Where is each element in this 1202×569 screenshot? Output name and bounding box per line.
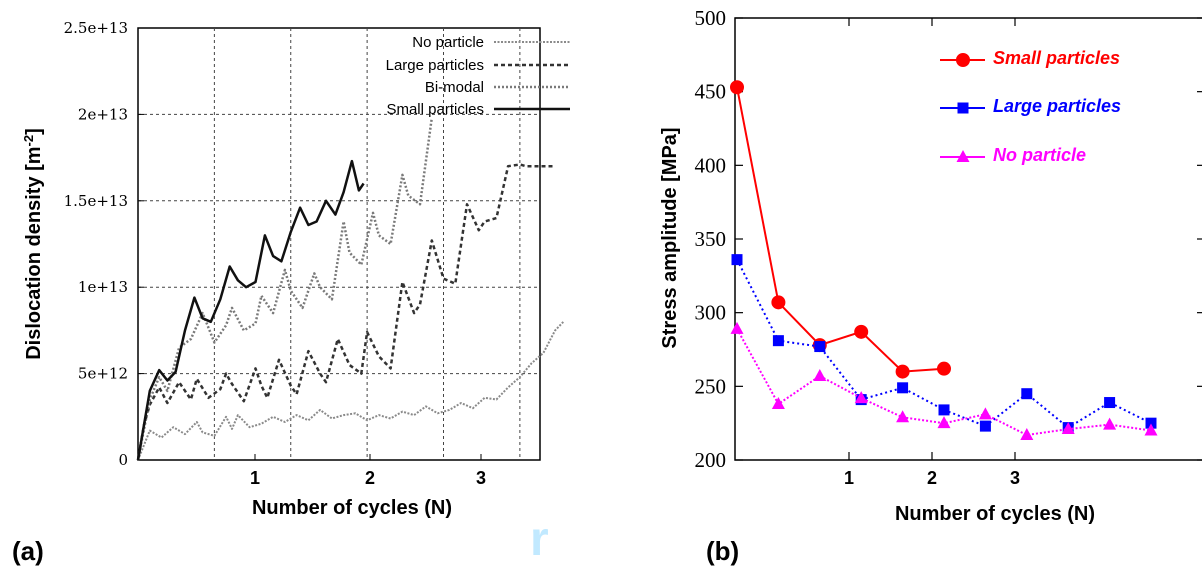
panel-b-y-tick-label: 450 bbox=[695, 80, 727, 104]
panel-a-series-small-particles bbox=[136, 159, 365, 461]
panel-b-plot-frame bbox=[734, 17, 1202, 461]
panel-a-legend-label: No particle bbox=[412, 34, 484, 51]
panel-b-y-ticks: 200 250 300 350 400 450 500 bbox=[695, 6, 1202, 472]
panel-a-y-tick-label: 0 bbox=[118, 451, 128, 469]
panel-a-y-tick-label: 1.5e+13 bbox=[64, 192, 128, 210]
panel-a-y-axis-label: Dislocation density [m-2] bbox=[21, 128, 45, 360]
panel-b-point-small-particles bbox=[937, 361, 951, 376]
panel-b-x-axis-label: Number of cycles (N) bbox=[895, 503, 1095, 525]
panel-a-y-tick-label: 2e+13 bbox=[78, 105, 128, 123]
panel-b-x-tick-label: 3 bbox=[1010, 468, 1020, 488]
panel-a-y-tick-label: 5e+12 bbox=[78, 365, 128, 383]
panel-b-point-large-particles bbox=[1104, 397, 1116, 409]
panel-b-point-no-particle bbox=[896, 410, 910, 423]
panel-a-legend-label: Small particles bbox=[386, 101, 484, 118]
panel-b-legend-marker bbox=[956, 150, 970, 162]
panel-a-grid bbox=[138, 28, 540, 460]
panel-b-series-large-particles bbox=[736, 259, 1152, 429]
panel-b-y-tick-label: 250 bbox=[695, 374, 727, 398]
panel-b-point-large-particles bbox=[897, 382, 909, 394]
panel-a-y-ticks: 0 5e+12 1e+13 1.5e+13 2e+13 2.5e+13 bbox=[64, 19, 144, 469]
panel-a-series-no-particle bbox=[137, 321, 565, 461]
panel-b-point-no-particle bbox=[937, 416, 951, 429]
panel-b-point-large-particles bbox=[772, 335, 784, 347]
panel-a-legend-label: Large particles bbox=[386, 57, 484, 74]
panel-a-chart: 0 5e+12 1e+13 1.5e+13 2e+13 2.5e+13 1 2 3 No pa… bbox=[12, 19, 570, 566]
panel-a-series-bi-modal bbox=[136, 117, 434, 461]
panel-b-point-small-particles bbox=[854, 324, 869, 339]
panel-b-point-small-particles bbox=[895, 364, 910, 379]
panel-b-point-no-particle bbox=[1103, 417, 1117, 430]
panel-b-point-no-particle bbox=[730, 321, 744, 334]
panel-b-y-tick-label: 400 bbox=[695, 153, 727, 177]
watermark-text: r bbox=[530, 513, 549, 566]
panel-a-series bbox=[136, 117, 565, 461]
panel-b-y-axis-label: Stress amplitude [MPa] bbox=[659, 127, 681, 348]
panel-b-y-tick-label: 300 bbox=[695, 301, 727, 325]
panel-b-legend-label: Large particles bbox=[993, 96, 1121, 116]
panel-b-label: (b) bbox=[706, 536, 739, 566]
panel-b-x-ticks: 1 2 3 bbox=[844, 18, 1020, 488]
panel-b-point-large-particles bbox=[979, 420, 991, 432]
panel-b-legend-label: No particle bbox=[993, 145, 1086, 165]
panel-b-point-large-particles bbox=[1021, 388, 1033, 400]
panel-b-point-no-particle bbox=[1061, 422, 1075, 435]
panel-b-legend: Small particles Large particles No particl… bbox=[940, 48, 1121, 165]
panel-b-y-tick-label: 500 bbox=[695, 6, 727, 30]
panel-b-legend-marker bbox=[957, 102, 969, 114]
panel-b-series-small-particles bbox=[736, 87, 945, 373]
panel-a-y-tick-label: 2.5e+13 bbox=[64, 19, 128, 37]
panel-b-point-no-particle bbox=[1144, 423, 1158, 436]
panel-a-x-ticks: 1 2 3 bbox=[250, 454, 486, 488]
panel-b-legend-marker bbox=[956, 53, 970, 67]
panel-b-point-no-particle bbox=[978, 407, 992, 420]
panel-a-legend: No particle Large particles Bi-modal Small … bbox=[386, 34, 570, 118]
panel-a-legend-label: Bi-modal bbox=[425, 79, 484, 96]
panel-a-x-tick-label: 3 bbox=[476, 468, 486, 488]
panel-b-point-large-particles bbox=[731, 254, 743, 266]
panel-b-x-tick-label: 1 bbox=[844, 468, 854, 488]
panel-b-point-small-particles bbox=[730, 80, 744, 95]
panel-b-y-tick-label: 350 bbox=[695, 227, 727, 251]
panel-b-legend-label: Small particles bbox=[993, 48, 1120, 68]
panel-b-point-no-particle bbox=[813, 369, 827, 382]
panel-a-plot-frame bbox=[137, 27, 541, 461]
panel-b-point-no-particle bbox=[854, 391, 868, 404]
panel-b-point-large-particles bbox=[814, 341, 826, 353]
panel-b-series bbox=[730, 80, 1158, 440]
panel-a-x-tick-label: 2 bbox=[365, 468, 375, 488]
panel-a-x-axis-label: Number of cycles (N) bbox=[252, 497, 452, 519]
panel-a-y-tick-label: 1e+13 bbox=[78, 278, 128, 296]
panel-b-point-small-particles bbox=[771, 295, 786, 310]
panel-b-y-tick-label: 200 bbox=[695, 448, 727, 472]
panel-b-x-tick-label: 2 bbox=[927, 468, 937, 488]
panel-b-chart: 200 250 300 350 400 450 500 1 2 3 Small particle… bbox=[659, 6, 1202, 566]
panel-b-point-large-particles bbox=[938, 404, 950, 416]
panel-a-label: (a) bbox=[12, 536, 44, 566]
panel-b-point-no-particle bbox=[1020, 427, 1034, 440]
panel-b-point-large-particles bbox=[1145, 417, 1157, 429]
panel-b-point-no-particle bbox=[771, 397, 785, 410]
panel-a-x-tick-label: 1 bbox=[250, 468, 260, 488]
